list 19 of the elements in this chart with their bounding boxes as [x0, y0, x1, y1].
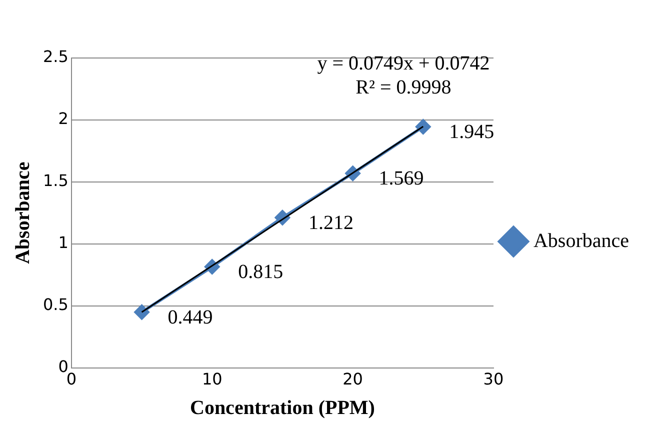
y-tick-label: 0.5: [42, 294, 68, 314]
legend-label: Absorbance: [533, 230, 630, 252]
data-label: 1.212: [308, 212, 354, 234]
y-tick-label: 2.5: [42, 47, 68, 66]
x-tick-label: 10: [202, 370, 222, 389]
data-label: 1.569: [378, 168, 424, 190]
annotation: R² = 0.9998: [356, 76, 452, 98]
x-tick-label: 20: [342, 370, 363, 389]
x-axis-title: Concentration (PPM): [190, 397, 375, 420]
y-tick-label: 2: [58, 109, 68, 128]
data-label: 0.815: [238, 261, 284, 284]
x-tick-label: 30: [483, 370, 504, 389]
annotation: y = 0.0749x + 0.0742: [317, 52, 490, 74]
y-tick-label: 1: [58, 233, 68, 252]
y-axis-title: Absorbance: [12, 162, 34, 264]
data-label: 1.945: [449, 121, 494, 144]
data-label: 0.449: [168, 306, 213, 328]
y-tick-label: 0: [58, 356, 68, 376]
y-tick-label: 1.5: [42, 171, 68, 190]
